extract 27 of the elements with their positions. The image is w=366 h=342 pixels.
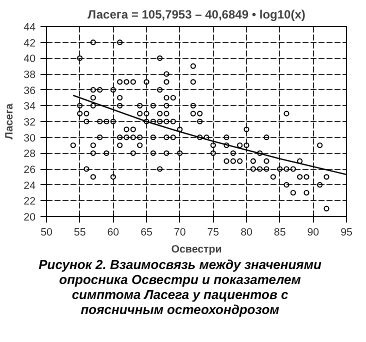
x-tick-label: 50 xyxy=(40,226,52,238)
x-tick-label: 55 xyxy=(74,226,86,238)
y-tick-label: 32 xyxy=(24,116,36,128)
x-tick-label: 75 xyxy=(207,226,220,238)
text: Рисунок 2. Взаимосвязь между значениями опросника Освестри и показателем симптома Ласега у пациентов с поясничным остеохондрозом xyxy=(38,257,322,318)
x-tick-label: 80 xyxy=(240,226,252,238)
x-tick-label: 60 xyxy=(107,226,120,238)
y-tick-label: 26 xyxy=(24,164,36,176)
x-tick-label: 90 xyxy=(307,226,320,238)
y-tick-label: 22 xyxy=(24,196,36,208)
y-tick-label: 24 xyxy=(24,180,36,192)
chart-title: Ласега = 105,7953 – 40,6849 • log10(x) xyxy=(88,8,306,22)
x-tick-label: 65 xyxy=(140,226,152,238)
x-tick-label: 70 xyxy=(174,226,186,238)
y-tick-label: 40 xyxy=(24,53,36,66)
y-tick-label: 34 xyxy=(24,100,36,113)
x-tick-label: 95 xyxy=(340,226,352,238)
y-tick-label: 30 xyxy=(24,132,36,144)
y-tick-label: 38 xyxy=(24,69,36,81)
y-tick-label: 42 xyxy=(24,37,36,50)
y-tick-label: 36 xyxy=(24,84,36,97)
y-tick-label: 20 xyxy=(24,212,36,224)
x-axis-title: Освестри xyxy=(171,244,222,256)
y-tick-label: 28 xyxy=(24,148,36,160)
x-tick-label: 85 xyxy=(274,226,286,238)
y-tick-label: 44 xyxy=(24,22,36,34)
y-axis-title: Ласега xyxy=(4,103,16,140)
